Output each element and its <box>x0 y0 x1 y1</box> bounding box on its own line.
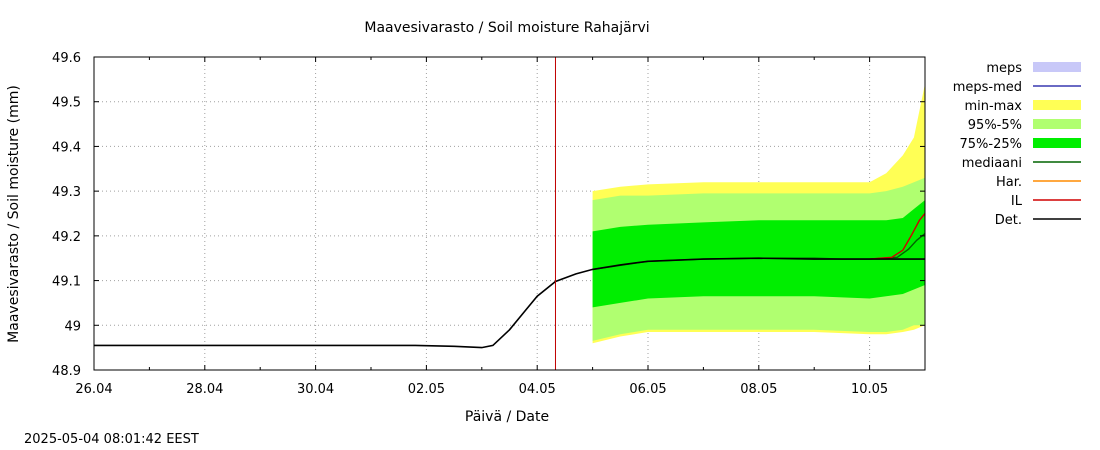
x-tick-label: 26.04 <box>75 382 112 397</box>
y-tick-label: 49.3 <box>52 185 81 200</box>
legend-swatch <box>1033 138 1081 148</box>
series-Det. <box>94 257 925 349</box>
chart-title: Maavesivarasto / Soil moisture Rahajärvi <box>364 20 649 36</box>
legend-label: meps <box>986 61 1022 76</box>
timestamp: 2025-05-04 08:01:42 EEST <box>24 432 199 447</box>
legend-label: Det. <box>995 213 1022 228</box>
axis-ticks: 26.04 28.04 30.04 02.05 04.05 06.05 08.05 10.05… <box>52 51 925 397</box>
legend-label: 75%-25% <box>960 137 1022 152</box>
x-tick-label: 02.05 <box>408 382 445 397</box>
band-75%-25% <box>592 200 925 308</box>
x-tick-label: 28.04 <box>186 382 223 397</box>
y-axis-label: Maavesivarasto / Soil moisture (mm) <box>6 85 22 343</box>
legend: meps meps-med min-max 95%-5% 75%-25% mediaani… <box>953 61 1081 228</box>
legend-label: mediaani <box>962 156 1022 171</box>
plot-frame <box>93 56 926 371</box>
y-tick-label: 49.2 <box>52 230 81 245</box>
legend-label: 95%-5% <box>968 118 1022 133</box>
legend-swatch <box>1033 119 1081 129</box>
x-tick-label: 10.05 <box>851 382 888 397</box>
y-tick-label: 49.6 <box>52 51 81 66</box>
series-IL <box>869 213 926 260</box>
x-tick-label: 08.05 <box>740 382 777 397</box>
x-tick-label: 30.04 <box>297 382 334 397</box>
x-axis-label: Päivä / Date <box>465 409 549 425</box>
legend-label: IL <box>1011 194 1023 209</box>
legend-label: meps-med <box>953 80 1022 95</box>
legend-label: Har. <box>996 175 1022 190</box>
y-tick-label: 48.9 <box>52 364 81 379</box>
y-tick-label: 49.4 <box>52 140 81 155</box>
legend-swatch <box>1033 62 1081 72</box>
legend-swatch <box>1033 100 1081 110</box>
y-tick-label: 49.1 <box>52 275 81 290</box>
legend-label: min-max <box>964 99 1022 114</box>
x-tick-label: 04.05 <box>519 382 556 397</box>
percentile-bands <box>592 83 925 344</box>
x-tick-label: 06.05 <box>629 382 666 397</box>
y-tick-label: 49 <box>64 319 81 334</box>
y-tick-label: 49.5 <box>52 96 81 111</box>
series-lines <box>94 213 926 349</box>
